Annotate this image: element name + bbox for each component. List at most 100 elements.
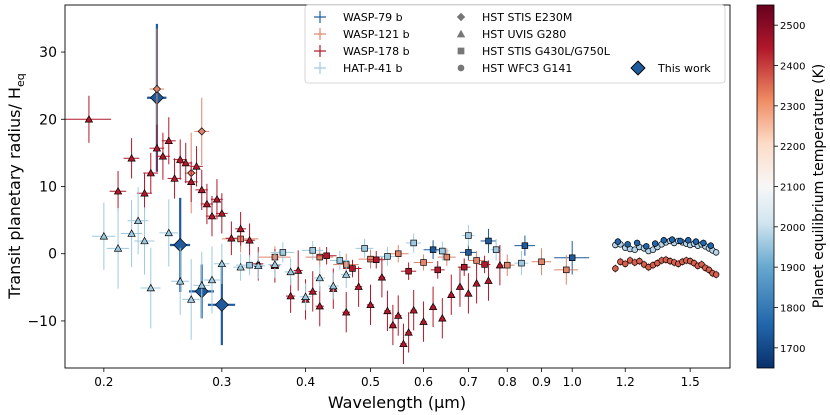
data-point xyxy=(113,186,123,195)
this-work-marker xyxy=(630,60,646,76)
legend-instrument-label: HST STIS G430L/G750L xyxy=(482,45,611,58)
data-point xyxy=(419,317,428,325)
data-point xyxy=(485,237,492,245)
colorbar-gradient xyxy=(756,4,775,369)
data-point xyxy=(323,252,330,259)
x-tick-label: 0.4 xyxy=(296,375,315,389)
data-point xyxy=(84,114,94,123)
data-point xyxy=(367,255,374,263)
data-point xyxy=(309,247,316,254)
data-point xyxy=(484,276,493,284)
data-point xyxy=(127,229,136,237)
data-point xyxy=(614,238,622,245)
x-tick-label: 0.3 xyxy=(212,375,231,389)
y-axis-label-subscript: eq xyxy=(14,73,27,87)
data-point xyxy=(394,311,403,319)
colorbar-tick-label: 1700 xyxy=(780,344,805,355)
data-point xyxy=(329,281,338,290)
data-point xyxy=(342,307,351,316)
data-point xyxy=(404,328,413,336)
data-point xyxy=(377,272,387,281)
data-point xyxy=(633,239,641,247)
data-point xyxy=(563,266,570,274)
data-point xyxy=(152,143,162,152)
x-tick-label: 1.0 xyxy=(563,375,582,389)
data-point xyxy=(464,289,473,297)
data-point xyxy=(622,260,629,268)
x-tick-label: 0.9 xyxy=(532,375,551,389)
legend-box xyxy=(304,4,726,84)
data-point xyxy=(624,241,631,248)
data-point xyxy=(246,261,253,269)
data-point xyxy=(712,271,720,278)
y-tick-label: 0 xyxy=(48,247,57,263)
data-point xyxy=(428,302,438,311)
data-point xyxy=(197,127,206,136)
data-point xyxy=(217,259,227,268)
colorbar-tick-label: 2200 xyxy=(780,142,805,153)
colorbar-tick-label: 1900 xyxy=(780,263,805,274)
data-point xyxy=(712,249,720,256)
series-hat-p-41-b-square xyxy=(236,224,529,276)
y-tick-label: −10 xyxy=(27,314,57,330)
data-point xyxy=(127,153,136,162)
data-point xyxy=(443,253,451,261)
data-point xyxy=(113,244,123,252)
data-point xyxy=(438,313,447,322)
data-point xyxy=(409,305,418,314)
data-point xyxy=(164,136,173,145)
series-wasp-79-b-square xyxy=(423,228,590,275)
data-point xyxy=(202,199,212,208)
data-point xyxy=(186,177,196,186)
data-point xyxy=(152,84,162,94)
data-point xyxy=(361,245,368,252)
data-point xyxy=(192,162,201,170)
data-point xyxy=(405,267,412,275)
y-axis-ticks: −10 0 10 20 30 xyxy=(27,45,65,330)
data-point xyxy=(684,237,692,244)
colorbar-tick-label: 1800 xyxy=(780,304,805,315)
colorbar-tick-label: 2300 xyxy=(780,102,805,113)
data-point xyxy=(492,246,500,253)
x-axis-label: Wavelength (μm) xyxy=(328,393,466,412)
data-point xyxy=(568,254,576,261)
data-point xyxy=(336,257,344,264)
data-point xyxy=(668,236,676,243)
data-point xyxy=(651,240,659,247)
legend-instrument-marker xyxy=(457,47,465,55)
data-point xyxy=(388,320,398,329)
data-point xyxy=(410,239,417,247)
data-point xyxy=(472,278,481,287)
data-point xyxy=(420,259,427,266)
data-point xyxy=(227,233,236,242)
data-point xyxy=(707,242,714,249)
data-point xyxy=(279,249,287,256)
data-point xyxy=(270,260,280,268)
y-axis-label-main: Transit planetary radius/ H xyxy=(5,87,24,300)
data-point xyxy=(315,301,324,310)
data-point xyxy=(692,238,700,245)
series-hat-p-41-b-triangle xyxy=(91,187,352,340)
data-point xyxy=(170,174,179,182)
data-point xyxy=(373,256,380,264)
data-point xyxy=(434,266,441,274)
x-tick-label: 0.2 xyxy=(94,375,113,389)
x-tick-label: 0.5 xyxy=(361,375,380,389)
data-point xyxy=(99,231,109,240)
colorbar-tick-label: 2400 xyxy=(780,62,805,73)
data-point xyxy=(481,261,488,268)
legend-instrument-label: HST UVIS G280 xyxy=(482,28,566,41)
legend-planet-label: WASP-79 b xyxy=(343,11,403,24)
y-axis-label: Transit planetary radius/ Heq xyxy=(5,73,27,299)
series-wasp-121-b-diamond xyxy=(149,28,209,214)
series-wasp-121-b-circle xyxy=(612,255,720,279)
data-point xyxy=(197,280,206,289)
data-point xyxy=(286,267,295,276)
legend-instrument-marker xyxy=(456,12,466,22)
x-axis-ticks: 0.2 0.3 0.4 0.5 0.6 0.7 0.8 0.9 1.0 1.2 1.5 xyxy=(94,368,700,389)
data-point xyxy=(176,276,185,285)
data-point xyxy=(521,242,529,249)
data-point xyxy=(518,259,525,267)
data-point xyxy=(158,151,168,160)
data-point xyxy=(660,237,668,244)
